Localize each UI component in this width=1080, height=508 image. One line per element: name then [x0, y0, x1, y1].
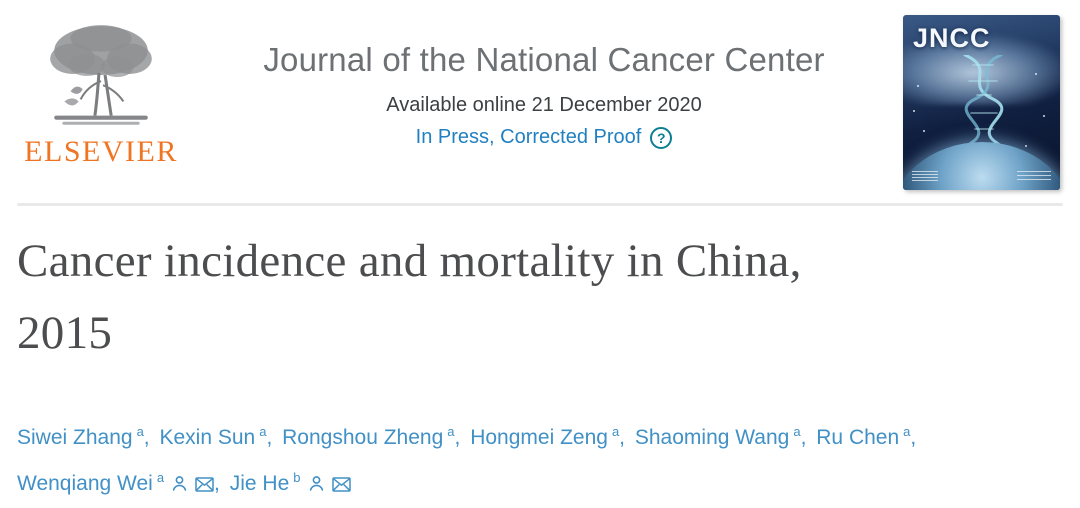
author-separator: , [143, 426, 150, 449]
author-separator: , [910, 426, 917, 449]
elsevier-tree-icon [40, 20, 162, 134]
affiliation-sup: a [903, 424, 911, 439]
author-separator: , [214, 472, 220, 495]
cover-fineprint-art [912, 171, 938, 181]
author-link[interactable]: Kexin Sun a [159, 424, 267, 449]
in-press-status-link[interactable]: In Press, Corrected Proof [415, 126, 642, 148]
cover-cloud-art [903, 33, 1060, 105]
author-link[interactable]: Wenqiang Wei a [17, 470, 165, 495]
email-icon[interactable] [195, 477, 214, 492]
author-link[interactable]: Rongshou Zheng a [282, 424, 455, 449]
author-list: Siwei Zhang a, Kexin Sun a, Rongshou Zheng… [17, 412, 1063, 504]
available-online-date: Available online 21 December 2020 [386, 94, 702, 116]
affiliation-sup: b [293, 470, 301, 485]
author-link[interactable]: Siwei Zhang a [17, 424, 144, 449]
affiliation-sup: a [136, 424, 144, 439]
affiliation-sup: a [793, 424, 801, 439]
status-line: In Press, Corrected Proof ? [416, 126, 673, 149]
article-title: Cancer incidence and mortality in China,… [17, 225, 1063, 369]
affiliation-sup: a [156, 470, 165, 485]
cover-masthead: JNCC [913, 23, 991, 53]
author-separator: , [800, 426, 807, 449]
journal-banner: ELSEVIER Journal of the National Cancer … [17, 0, 1063, 200]
journal-cover-image[interactable]: JNCC [903, 15, 1060, 190]
person-icon[interactable] [308, 475, 325, 492]
banner-center: Journal of the National Cancer Center Av… [185, 14, 903, 149]
article-title-line1: Cancer incidence and mortality in China, [17, 235, 802, 287]
elsevier-logo: ELSEVIER [17, 14, 185, 169]
email-icon[interactable] [331, 477, 351, 492]
affiliation-sup: a [611, 424, 620, 439]
section-divider [17, 203, 1063, 206]
affiliation-sup: a [447, 424, 455, 439]
author-link[interactable]: Shaoming Wang a [634, 424, 801, 449]
help-question-icon[interactable]: ? [650, 126, 673, 149]
author-link[interactable]: Jie He b [229, 470, 301, 495]
journal-title-link[interactable]: Journal of the National Cancer Center [263, 41, 825, 78]
person-icon[interactable] [171, 475, 188, 492]
author-separator: , [619, 426, 626, 449]
article-title-line2: 2015 [17, 307, 113, 359]
author-link[interactable]: Ru Chen a [816, 424, 911, 449]
author-row-2: Wenqiang Wei a, Jie He b [17, 458, 1063, 504]
author-row-1: Siwei Zhang a, Kexin Sun a, Rongshou Zheng… [17, 412, 1063, 458]
author-link[interactable]: Hongmei Zeng a [470, 424, 620, 449]
affiliation-sup: a [259, 424, 267, 439]
elsevier-wordmark: ELSEVIER [24, 135, 178, 168]
cover-block: JNCC [903, 14, 1063, 190]
cover-stars-art [903, 15, 1060, 190]
author-separator: , [266, 426, 273, 449]
cover-logo-art [1017, 171, 1051, 181]
author-separator: , [454, 426, 461, 449]
